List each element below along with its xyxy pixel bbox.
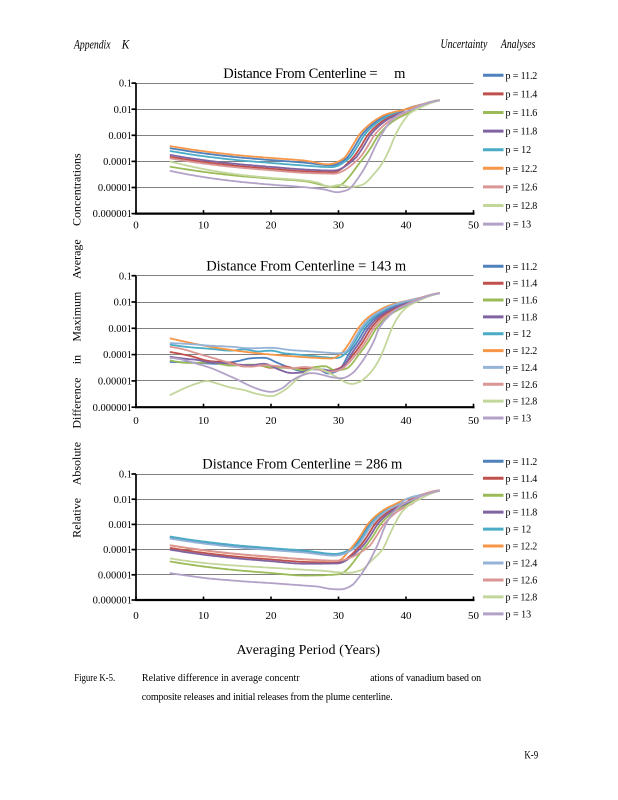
svg-text:50: 50	[468, 220, 480, 232]
svg-text:0.01: 0.01	[114, 105, 132, 116]
svg-text:p = 12.6: p = 12.6	[506, 380, 538, 391]
svg-text:0.1: 0.1	[119, 79, 132, 90]
svg-text:0.1: 0.1	[119, 271, 132, 282]
svg-text:30: 30	[333, 220, 345, 232]
svg-text:20: 20	[266, 220, 278, 232]
svg-text:Figure K-5.: Figure K-5.	[74, 673, 115, 684]
svg-text:K-9: K-9	[524, 749, 538, 761]
svg-text:p = 11.8: p = 11.8	[506, 127, 538, 138]
svg-text:0.000001: 0.000001	[93, 403, 132, 414]
svg-text:40: 40	[401, 220, 413, 232]
svg-text:p = 11.2: p = 11.2	[506, 71, 538, 82]
svg-text:p = 11.8: p = 11.8	[506, 508, 538, 519]
svg-text:Distance From Centerline =: Distance From Centerline =	[223, 66, 377, 82]
svg-text:50: 50	[468, 415, 480, 427]
svg-text:0.000001: 0.000001	[93, 596, 132, 607]
svg-text:p = 12.2: p = 12.2	[506, 346, 538, 357]
svg-text:0.0001: 0.0001	[103, 545, 132, 556]
svg-text:0.00001: 0.00001	[98, 377, 132, 388]
svg-text:p = 12: p = 12	[506, 145, 532, 156]
svg-text:p = 11.2: p = 11.2	[506, 262, 538, 273]
svg-text:30: 30	[333, 415, 345, 427]
svg-text:50: 50	[468, 610, 480, 622]
svg-text:30: 30	[333, 610, 345, 622]
svg-text:0.00001: 0.00001	[98, 183, 132, 194]
svg-text:p = 11.8: p = 11.8	[506, 312, 538, 323]
svg-text:p = 12.6: p = 12.6	[506, 576, 538, 587]
svg-text:10: 10	[198, 415, 210, 427]
svg-text:p = 12: p = 12	[506, 525, 532, 536]
svg-text:10: 10	[198, 220, 210, 232]
svg-text:Distance From Centerline = 143: Distance From Centerline = 143 m	[206, 259, 407, 275]
svg-text:p = 12.2: p = 12.2	[506, 542, 538, 553]
svg-text:p = 13: p = 13	[506, 414, 532, 425]
svg-text:0.001: 0.001	[108, 520, 132, 531]
svg-text:0.001: 0.001	[108, 131, 132, 142]
svg-text:0.1: 0.1	[119, 470, 132, 481]
svg-text:p = 12.2: p = 12.2	[506, 164, 538, 175]
svg-text:0.01: 0.01	[114, 298, 132, 309]
svg-text:0: 0	[133, 415, 139, 427]
svg-text:20: 20	[266, 415, 278, 427]
svg-text:m: m	[394, 66, 406, 82]
svg-text:Relative difference in average: Relative difference in average concentr	[142, 673, 300, 684]
svg-text:p = 11.2: p = 11.2	[506, 457, 538, 468]
svg-text:p = 12.8: p = 12.8	[506, 397, 538, 408]
svg-text:p = 11.4: p = 11.4	[506, 89, 538, 100]
svg-text:p = 12.8: p = 12.8	[506, 201, 538, 212]
svg-text:p = 13: p = 13	[506, 220, 532, 231]
svg-text:p = 11.6: p = 11.6	[506, 296, 538, 307]
svg-text:0.000001: 0.000001	[93, 209, 132, 220]
svg-text:p = 11.4: p = 11.4	[506, 474, 538, 485]
svg-text:p = 12.4: p = 12.4	[506, 363, 538, 374]
svg-text:p = 12: p = 12	[506, 329, 532, 340]
svg-text:0.0001: 0.0001	[103, 350, 132, 361]
svg-text:p = 12.4: p = 12.4	[506, 559, 538, 570]
svg-text:0.00001: 0.00001	[98, 570, 132, 581]
svg-text:Appendix: Appendix	[73, 36, 110, 51]
svg-text:Analyses: Analyses	[500, 36, 535, 51]
svg-text:40: 40	[401, 415, 413, 427]
svg-text:p = 12.8: p = 12.8	[506, 592, 538, 603]
svg-text:Uncertainty: Uncertainty	[441, 36, 488, 51]
svg-text:0.001: 0.001	[108, 324, 132, 335]
svg-text:K: K	[121, 36, 131, 51]
svg-text:20: 20	[266, 610, 278, 622]
svg-text:p = 11.6: p = 11.6	[506, 491, 538, 502]
svg-text:0: 0	[133, 220, 139, 232]
svg-text:p = 12.6: p = 12.6	[506, 182, 538, 193]
svg-text:0.01: 0.01	[114, 495, 132, 506]
svg-text:Averaging Period (Years): Averaging Period (Years)	[237, 643, 381, 658]
svg-text:Distance From Centerline = 286: Distance From Centerline = 286 m	[202, 456, 403, 472]
svg-text:composite releases and initial: composite releases and initial releases …	[142, 692, 393, 703]
svg-text:p = 11.4: p = 11.4	[506, 279, 538, 290]
svg-text:Relative Absolute Difference i: Relative Absolute Difference in Maximum …	[70, 153, 84, 538]
svg-text:ations of vanadium based on: ations of vanadium based on	[370, 673, 481, 684]
svg-text:p = 13: p = 13	[506, 609, 532, 620]
svg-text:0: 0	[133, 610, 139, 622]
svg-text:p = 11.6: p = 11.6	[506, 108, 538, 119]
svg-text:0.0001: 0.0001	[103, 157, 132, 168]
svg-text:40: 40	[401, 610, 413, 622]
svg-text:10: 10	[198, 610, 210, 622]
